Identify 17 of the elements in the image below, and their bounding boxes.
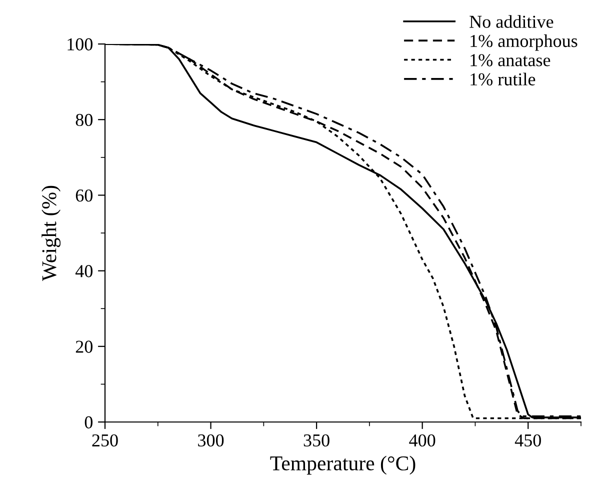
- y-tick-label: 20: [76, 340, 93, 353]
- y-tick-label: 0: [84, 416, 93, 428]
- y-tick-label: 40: [75, 265, 93, 278]
- y-axis-title: Weight (%): [42, 186, 61, 282]
- legend-label: 1% amorphous: [470, 34, 578, 51]
- y-tick-label: 80: [76, 114, 93, 126]
- legend-label: No additive: [470, 15, 554, 28]
- legend-label: 1% rutile: [470, 72, 536, 86]
- x-tick-label: 250: [92, 434, 118, 447]
- legend-label: 1% anatase: [470, 54, 550, 66]
- x-tick-label: 350: [304, 434, 330, 447]
- y-tick-label: 100: [68, 38, 93, 50]
- x-tick-label: 400: [409, 434, 436, 447]
- x-tick-label: 300: [198, 434, 224, 447]
- x-axis-title: Temperature (°C): [270, 456, 416, 475]
- x-tick-label: 450: [514, 434, 541, 447]
- y-tick-label: 60: [76, 189, 93, 202]
